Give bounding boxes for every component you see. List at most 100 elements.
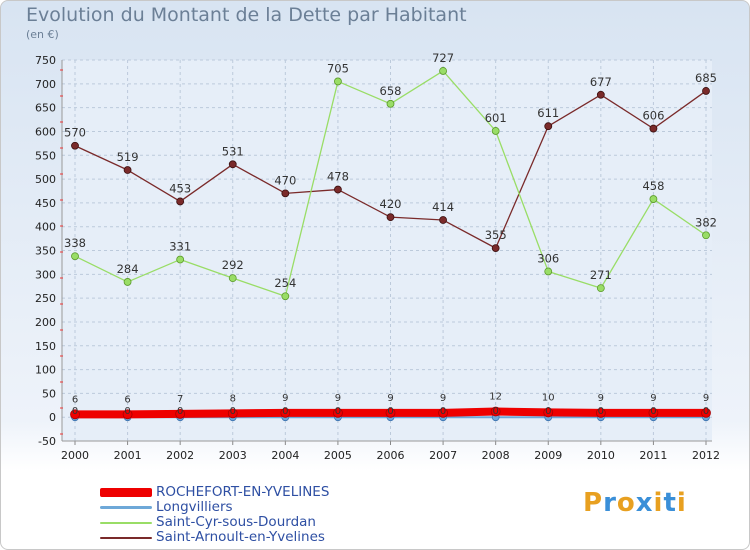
data-labels: 338 284 331 292 254 705 658 727 601 306 271 458 382 5… [64,51,717,417]
logo-letter: i [676,488,687,518]
data-point [280,408,291,418]
data-label: 519 [117,150,139,164]
logo-letter: t [663,488,677,518]
data-label: 6 [72,394,78,405]
data-point [228,160,237,169]
x-tick-label: 2009 [534,449,562,462]
legend-item: ROCHEFORT-EN-YVELINES [100,485,329,500]
data-point [176,255,185,264]
data-label: 414 [432,200,454,214]
x-tick-label: 2006 [377,449,405,462]
data-label: 0 [598,406,604,417]
y-tick-label: 700 [35,78,56,91]
data-label: 458 [642,179,664,193]
data-label: 9 [282,393,288,404]
y-tick-label: 350 [35,245,56,258]
x-tick-label: 2008 [482,449,510,462]
data-point [334,77,342,86]
y-tick-label: 100 [35,364,56,377]
data-label: 7 [177,394,183,405]
data-label: 606 [642,109,664,123]
data-label: 355 [485,228,507,242]
data-point [71,252,79,261]
y-tick-label: 450 [35,197,56,210]
data-point [70,409,80,420]
data-label: 0 [703,406,709,417]
legend-label: Longvilliers [156,499,233,515]
y-tick-label: 650 [35,102,56,115]
x-tick-label: 2011 [639,449,667,462]
data-label: 601 [485,111,507,125]
data-label: 0 [650,406,656,417]
logo-letter: i [653,488,664,518]
data-label: 705 [327,61,349,75]
data-point [123,166,132,174]
y-tick-label: 300 [35,268,56,281]
logo-letter: P [583,488,604,518]
data-point [649,195,658,203]
grid [62,59,712,442]
data-label: 420 [380,197,402,211]
legend-label: Saint-Arnoult-en-Yvelines [156,529,325,545]
data-label: 611 [537,106,559,120]
x-tick-label: 2000 [61,449,89,462]
data-label: 470 [274,173,296,187]
legend-swatch [100,536,152,539]
legend: ROCHEFORT-EN-YVELINES Longvilliers Saint-C… [100,485,329,545]
data-label: 9 [440,393,446,404]
logo-letter: o [616,488,636,518]
data-label: 727 [432,51,454,65]
data-label: 453 [169,181,191,195]
y-tick-label: 200 [35,316,56,329]
chart-title: Evolution du Montant de la Dette par Hab… [26,4,467,26]
data-label: 0 [387,406,393,417]
data-label: 0 [335,406,341,417]
data-label: 0 [177,406,183,417]
data-point [702,87,710,95]
y-tick-label: 550 [35,149,56,162]
data-point [544,267,553,276]
data-point [596,284,605,293]
y-tick-label: 600 [35,125,56,138]
data-point [648,408,659,418]
legend-label: Saint-Cyr-sous-Dourdan [156,514,316,530]
data-point [334,185,342,194]
chart-subtitle: (en €) [26,28,59,41]
y-tick-label: 750 [35,54,56,67]
data-point [438,408,448,418]
data-point [333,408,343,418]
x-tick-label: 2004 [271,449,299,462]
data-point [439,67,447,75]
data-label: 271 [590,268,612,282]
data-label: 292 [222,258,244,272]
data-point [123,278,132,286]
data-label: 0 [282,406,288,417]
data-point [385,408,396,418]
data-label: 9 [387,393,393,404]
data-label: 9 [650,393,656,404]
data-point [281,189,290,198]
y-tick-label: 50 [42,387,56,400]
data-label: 570 [64,126,86,140]
data-label: 531 [222,144,244,158]
data-label: 9 [335,393,341,404]
x-tick-label: 2012 [692,449,720,462]
data-label: 677 [590,75,612,89]
legend-swatch [100,488,152,497]
data-label: 0 [124,406,130,417]
data-label: 658 [380,84,402,98]
data-point [544,122,553,131]
data-label: 0 [230,406,236,417]
data-label: 254 [274,276,296,290]
data-point [175,408,186,419]
data-point [228,274,237,283]
logo-letter: x [635,488,654,518]
data-point [227,408,238,419]
data-label: 478 [327,170,349,184]
data-label: 685 [695,71,717,85]
y-tick-label: 250 [35,292,56,305]
data-point [386,213,395,222]
data-point [702,231,710,240]
axes: -500501001502002503003504004505005506006… [35,54,720,462]
data-label: 331 [169,240,191,254]
